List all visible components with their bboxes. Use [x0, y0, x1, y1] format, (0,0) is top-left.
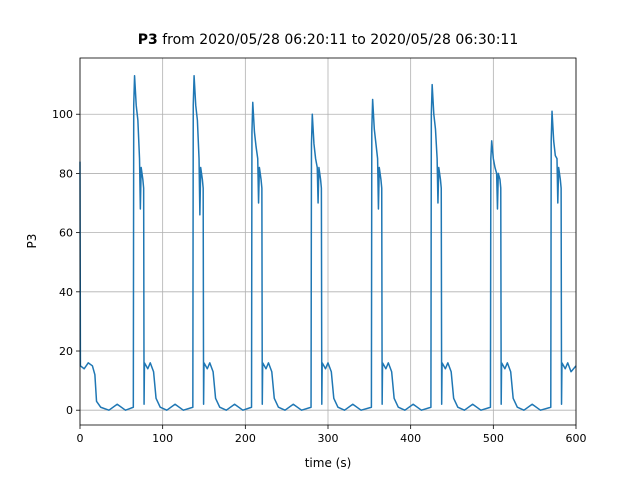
data-line	[79, 75, 577, 411]
y-tick-label: 100	[52, 108, 73, 121]
chart-title: P3 from 2020/05/28 06:20:11 to 2020/05/2…	[138, 32, 519, 48]
x-tick-label: 600	[566, 432, 587, 445]
x-axis-label: time (s)	[305, 456, 352, 470]
x-tick-label: 500	[483, 432, 504, 445]
x-tick-label: 200	[235, 432, 256, 445]
y-tick-label: 20	[59, 345, 73, 358]
x-tick-label: 0	[77, 432, 84, 445]
x-tick-label: 400	[400, 432, 421, 445]
title-bold: P3	[138, 32, 158, 48]
plot-frame	[79, 57, 577, 426]
title-text: from 2020/05/28 06:20:11 to 2020/05/28 0…	[162, 32, 518, 48]
y-tick-label: 80	[59, 167, 73, 180]
y-tick-label: 0	[66, 404, 73, 417]
y-axis-label: P3	[25, 234, 39, 249]
x-tick-label: 100	[152, 432, 173, 445]
y-tick-label: 40	[59, 286, 73, 299]
y-tick-label: 60	[59, 227, 73, 240]
x-tick-label: 300	[318, 432, 339, 445]
